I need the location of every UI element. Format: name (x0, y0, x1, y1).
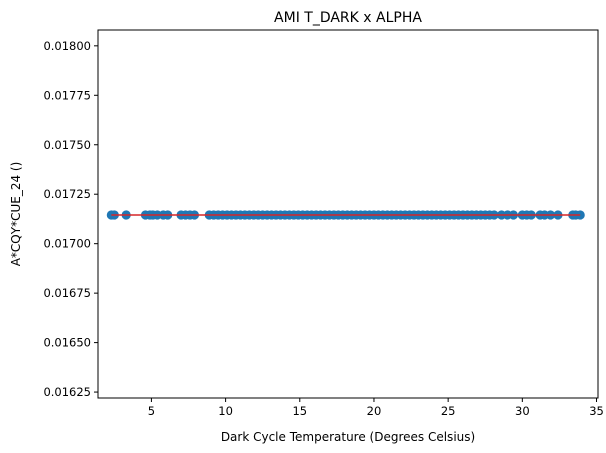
y-tick-label: 0.01650 (43, 336, 91, 350)
plot-frame (97, 29, 599, 399)
x-axis-label: Dark Cycle Temperature (Degrees Celsius) (221, 430, 475, 444)
axes: 5 10 15 20 25 30 35 0.01625 0.01650 0.01675 0.0170… (43, 29, 604, 418)
y-axis-label: A*CQY*CUE_24 () (9, 162, 23, 267)
y-tick-label: 0.01750 (43, 138, 91, 152)
y-tick-label: 0.01800 (43, 39, 91, 53)
x-tick-label: 25 (441, 404, 456, 418)
chart-title: AMI T_DARK x ALPHA (274, 10, 422, 26)
y-tick-label: 0.01700 (43, 237, 91, 251)
y-tick-label: 0.01675 (43, 286, 91, 300)
x-tick-label: 15 (292, 404, 307, 418)
y-tick-label: 0.01625 (43, 385, 91, 399)
x-tick-label: 10 (218, 404, 233, 418)
scatter-point (575, 210, 585, 220)
y-tick-label: 0.01725 (43, 187, 91, 201)
y-tick-label: 0.01775 (43, 88, 91, 102)
x-tick-label: 30 (515, 404, 530, 418)
x-tick-label: 35 (589, 404, 604, 418)
x-tick-label: 20 (367, 404, 382, 418)
x-tick-label: 5 (148, 404, 155, 418)
